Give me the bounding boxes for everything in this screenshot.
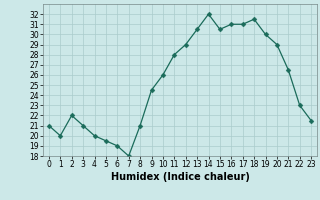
X-axis label: Humidex (Indice chaleur): Humidex (Indice chaleur) xyxy=(111,172,249,182)
